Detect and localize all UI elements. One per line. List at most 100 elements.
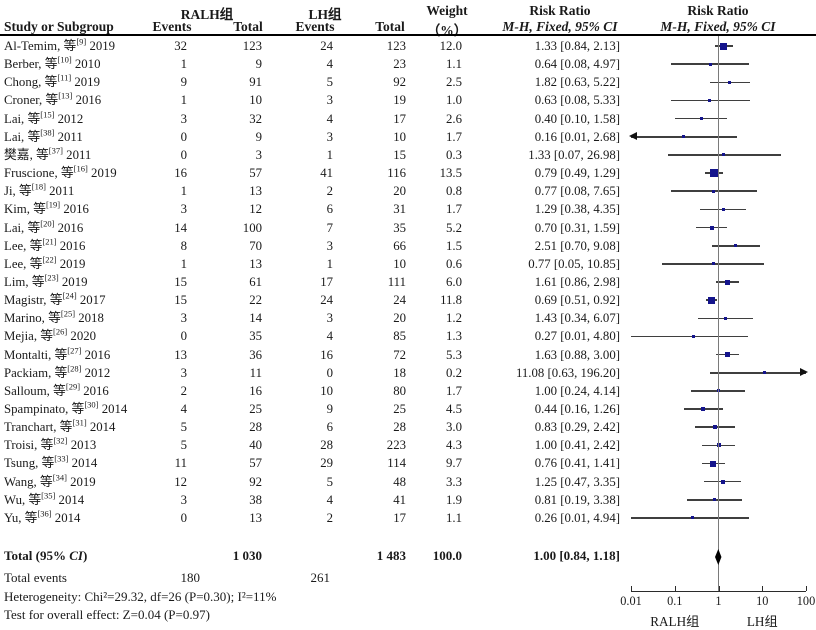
events1-cell: 3 (180, 365, 187, 380)
total1-header: Total (233, 19, 263, 34)
ci-text-cell: 1.00 [0.24, 4.14] (534, 383, 620, 398)
ci-text-cell: 11.08 [0.63, 196.20] (515, 365, 620, 380)
ci-line (709, 371, 806, 374)
ci-text-cell: 0.27 [0.01, 4.80] (534, 329, 620, 344)
ci-text-cell: 1.43 [0.34, 6.07] (534, 311, 620, 326)
ci-text-cell: 1.25 [0.47, 3.35] (534, 474, 620, 489)
total1-cell: 100 (242, 220, 262, 235)
ci-text-cell: 1.63 [0.88, 3.00] (534, 347, 620, 362)
total1-cell: 13 (249, 184, 262, 199)
weight-cell: 1.1 (446, 57, 462, 72)
events1-header: Events (152, 19, 192, 34)
total2-cell: 20 (393, 184, 406, 199)
ci-text-cell: 1.33 [0.84, 2.13] (534, 39, 620, 53)
reference-superscript: [38] (40, 127, 55, 138)
events2-header: Events (295, 19, 335, 34)
study-label: Magistr, 等[24] 2017 (4, 290, 106, 308)
events1-cell: 0 (180, 329, 187, 344)
events1-cell: 3 (180, 202, 187, 217)
events1-cell: 8 (180, 238, 187, 253)
total1-cell: 11 (249, 365, 262, 380)
risk-ratio-plot-subheader: M-H, Fixed, 95% CI (660, 19, 776, 34)
study-label: Montalti, 等[27] 2016 (4, 345, 111, 362)
study-label: Lee, 等[21] 2016 (4, 236, 86, 253)
reference-superscript: [16] (73, 163, 88, 174)
events1-cell: 3 (180, 492, 187, 507)
point-estimate-marker (720, 479, 725, 484)
events1-cell: 2 (180, 383, 187, 398)
events1-cell: 4 (180, 402, 187, 416)
ci-text-cell: 0.76 [0.41, 1.41] (534, 456, 620, 471)
total2-cell: 41 (393, 492, 406, 507)
ci-text-cell: 1.29 [0.38, 4.35] (534, 202, 620, 217)
point-estimate-marker (710, 169, 719, 178)
axis-tick-label: 10 (756, 594, 769, 608)
events1-cell: 32 (174, 39, 187, 53)
table-row: Fruscione, 等[16] 2019 16 57 41 116 13.5 0.79 [… (0, 164, 816, 182)
events1-cell: 1 (180, 184, 187, 199)
reference-superscript: [23] (44, 272, 59, 283)
risk-ratio-plot-header: Risk Ratio (687, 3, 749, 18)
weight-cell: 1.2 (446, 311, 462, 326)
table-row: Lai, 等[20] 2016 14 100 7 35 5.2 0.70 [0.31, 1.… (0, 219, 816, 237)
total2-cell: 35 (393, 220, 406, 235)
reference-superscript: [15] (40, 109, 55, 120)
ci-text-cell: 2.51 [0.70, 9.08] (534, 238, 620, 253)
point-estimate-marker (710, 460, 717, 467)
weight-cell: 1.7 (446, 383, 462, 398)
ci-text-cell: 0.77 [0.05, 10.85] (528, 256, 620, 271)
events2-cell: 17 (320, 274, 333, 289)
weight-cell: 5.2 (446, 220, 462, 235)
ci-text-cell: 0.69 [0.51, 0.92] (534, 293, 620, 308)
weight-cell: 4.5 (446, 402, 462, 416)
total1-cell: 40 (249, 438, 262, 453)
weight-cell: 0.6 (446, 256, 462, 271)
ci-text-cell: 0.26 [0.01, 4.94] (534, 510, 620, 525)
total2-cell: 72 (393, 347, 406, 362)
axis-tick-label: 0.01 (620, 594, 642, 608)
reference-superscript: [33] (54, 454, 69, 465)
reference-superscript: [10] (57, 54, 72, 65)
axis-tick (631, 586, 632, 591)
total1-cell: 57 (249, 456, 262, 471)
point-estimate-marker (707, 296, 715, 304)
total2-cell: 15 (393, 147, 406, 162)
reference-superscript: [37] (48, 145, 63, 156)
total2-cell: 80 (393, 383, 406, 398)
table-row: Mejia, 等[26] 2020 0 35 4 85 1.3 0.27 [0.01, 4.… (0, 327, 816, 345)
point-estimate-marker (734, 244, 738, 248)
ci-line (631, 335, 749, 338)
total2-cell: 114 (387, 456, 406, 471)
point-estimate-marker (708, 99, 712, 103)
point-estimate-marker (691, 516, 695, 520)
ci-text-cell: 0.83 [0.29, 2.42] (534, 420, 620, 435)
group2-header: LH组 (308, 7, 342, 22)
reference-superscript: [20] (40, 218, 55, 229)
events2-cell: 4 (326, 57, 333, 72)
total-ci-text: 1.00 [0.84, 1.18] (533, 548, 620, 563)
total2-cell: 116 (387, 166, 406, 181)
weight-cell: 1.5 (446, 238, 462, 253)
study-label: Wu, 等[35] 2014 (4, 490, 85, 507)
point-estimate-marker (723, 316, 727, 320)
axis-tick (762, 586, 764, 591)
ci-text-cell: 0.70 [0.31, 1.59] (534, 220, 620, 235)
events2-cell: 4 (326, 111, 333, 126)
study-label: Wang, 等[34] 2019 (4, 472, 96, 489)
total1-cell: 12 (249, 202, 262, 217)
reference-superscript: [11] (57, 73, 72, 84)
overall-effect-text: Test for overall effect: Z=0.04 (P=0.97) (4, 607, 210, 622)
total1-cell: 9 (255, 57, 262, 72)
left-arrow-icon (629, 132, 637, 141)
weight-cell: 5.3 (446, 347, 462, 362)
reference-superscript: [13] (58, 91, 73, 102)
total1-cell: 36 (249, 347, 262, 362)
ci-text-cell: 1.33 [0.07, 26.98] (528, 147, 620, 162)
total1-cell: 92 (249, 474, 262, 489)
events2-cell: 9 (326, 402, 333, 416)
total2-header: Total (375, 19, 405, 34)
point-estimate-marker (712, 425, 717, 430)
events1-cell: 9 (180, 75, 187, 90)
total1-cell: 38 (249, 492, 262, 507)
events1-cell: 5 (180, 420, 187, 435)
